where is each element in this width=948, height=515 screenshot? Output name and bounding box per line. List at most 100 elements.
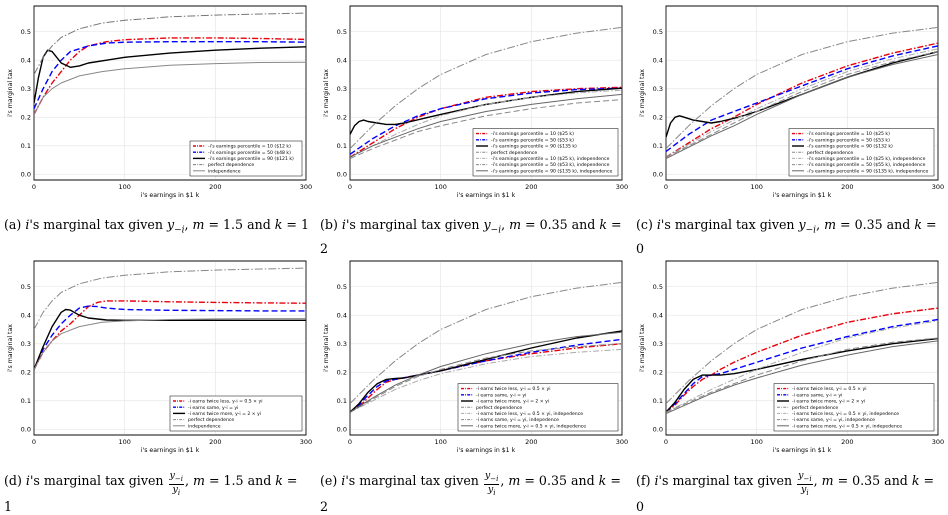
plot-border: [665, 260, 939, 436]
y-tick-label: 0.2: [653, 113, 663, 121]
figure-caption: (d) i's marginal tax given y−i yi, m = 1.…: [4, 470, 298, 514]
chart-svg-d: 0 100 200 300 0.0 0.1 0.2 0.3 0.4 0.5 i's earnings…: [7, 260, 312, 454]
legend-label: -i earns twice less, y-i = 0.5 × yi: [792, 386, 866, 392]
y-tick-label: 0.5: [21, 283, 31, 291]
figure-caption: (c) i's marginal tax given y−i, m = 0.35…: [636, 217, 937, 256]
y-tick-label: 0.4: [21, 311, 31, 319]
legend-label: -i's earnings percentile = 50 ($55 k), i…: [807, 162, 926, 168]
x-tick-label: 100: [118, 183, 130, 191]
figure-caption: (a) i's marginal tax given y−i, m = 1.5 …: [4, 217, 309, 236]
x-tick-label: 200: [841, 183, 853, 191]
series-line-6: [350, 343, 622, 413]
legend: -i's earnings percentile = 10 ($12 k)-i'…: [189, 140, 303, 177]
series-line-1: [34, 37, 306, 115]
legend: -i earns twice less, y-i = 0.5 × yi-i ea…: [773, 383, 935, 432]
plot-border: [33, 5, 307, 181]
legend-label: -i's earnings percentile = 90 ($135 k): [491, 144, 577, 150]
y-tick-label: 0.1: [21, 142, 31, 150]
y-tick-label: 0.5: [337, 28, 347, 36]
y-tick-label: 0.3: [337, 340, 347, 348]
x-tick-label: 300: [932, 183, 944, 191]
x-tick-label: 0: [664, 183, 668, 191]
x-tick-label: 100: [750, 183, 762, 191]
y-tick-label: 0.1: [653, 397, 663, 405]
series-line-3: [350, 330, 622, 413]
series-line-6: [350, 99, 622, 160]
y-tick-label: 0.1: [21, 397, 31, 405]
series-line-4: [350, 281, 622, 404]
series-line-4: [34, 267, 306, 330]
legend-label: -i earns twice more, y-i = 0.5 × yi, ind…: [476, 423, 586, 429]
series-line-1: [666, 307, 938, 413]
chart-svg-c: 0 100 200 300 0.0 0.1 0.2 0.3 0.4 0.5 i's earnings…: [639, 5, 944, 199]
series-line-4: [34, 12, 306, 75]
legend-box: [457, 383, 619, 432]
legend-label: -i's earnings percentile = 90 ($135 k), …: [807, 168, 928, 174]
series-line-3: [34, 308, 306, 370]
x-tick-label: 0: [32, 438, 36, 446]
chart-svg-e: 0 100 200 300 0.0 0.1 0.2 0.3 0.4 0.5 i's earnings…: [323, 260, 628, 454]
legend-label: -i's earnings percentile = 10 ($25 k): [807, 131, 890, 137]
series-line-5: [34, 318, 306, 370]
legend-label: -i earns twice more, y-i = 2 × yi: [476, 399, 549, 405]
x-axis-label: i's earnings in $1 k: [457, 192, 516, 199]
series-line-2: [666, 45, 938, 153]
series-line-1: [350, 86, 622, 158]
y-tick-label: 0.0: [337, 170, 347, 178]
y-tick-label: 0.5: [21, 28, 31, 36]
x-tick-label: 0: [348, 183, 352, 191]
chart-svg-a: 0 100 200 300 0.0 0.1 0.2 0.3 0.4 0.5 i's earnings…: [7, 5, 312, 199]
series-line-2: [34, 305, 306, 370]
plot-border: [349, 260, 623, 436]
legend-label: -i earns twice more, y-i = 2 × yi: [792, 399, 865, 405]
series-line-2: [666, 318, 938, 413]
legend-label: -i's earnings percentile = 10 ($25 k): [491, 131, 574, 137]
series-line-5: [666, 48, 938, 158]
legend-label: -i earns same, y-i = yi: [792, 392, 842, 398]
chart-panel-a: 0 100 200 300 0.0 0.1 0.2 0.3 0.4 0.5 i's earnings…: [0, 0, 316, 255]
legend: -i earns twice less, y-i = 0.5 × yi -i ea…: [457, 383, 619, 432]
series-line-6: [666, 51, 938, 158]
x-axis-label: i's earnings in $1 k: [773, 192, 832, 199]
chart-panel-d: 0 100 200 300 0.0 0.1 0.2 0.3 0.4 0.5 i's earnings…: [0, 255, 316, 514]
y-tick-label: 0.0: [653, 170, 663, 178]
y-tick-label: 0.0: [653, 425, 663, 433]
legend-label: -i earns same, y-i = yi, indepedence: [476, 417, 559, 423]
legend-label: perfect dependence: [491, 150, 537, 156]
plot-border: [33, 260, 307, 436]
y-tick-label: 0.0: [21, 170, 31, 178]
legend-label: -i's earnings percentile = 90 ($121 k): [208, 156, 294, 162]
y-tick-label: 0.1: [337, 142, 347, 150]
x-tick-label: 0: [664, 438, 668, 446]
series-line-4: [666, 26, 938, 149]
y-tick-label: 0.0: [337, 425, 347, 433]
y-tick-label: 0.1: [653, 142, 663, 150]
series-line-7: [666, 54, 938, 160]
legend-label: -i earns same, y-i = yi, indepedence: [792, 417, 875, 423]
legend-label: -i earns twice less, y-i = 0.5 × yi, ind…: [476, 411, 583, 417]
legend-label: perfect dependence: [208, 162, 254, 168]
x-tick-label: 100: [118, 438, 130, 446]
series-line-5: [350, 89, 622, 158]
x-tick-label: 200: [841, 438, 853, 446]
x-axis-label: i's earnings in $1 k: [141, 192, 200, 199]
legend-box: [472, 128, 619, 177]
y-tick-label: 0.5: [653, 283, 663, 291]
series-line-7: [666, 340, 938, 415]
x-axis-label: i's earnings in $1 k: [457, 447, 516, 454]
x-tick-label: 300: [300, 438, 312, 446]
legend-label: -i's earnings percentile = 10 ($25 k), i…: [491, 156, 610, 162]
series-line-2: [34, 41, 306, 109]
legend-box: [773, 383, 935, 432]
series-line-1: [666, 42, 938, 158]
y-tick-label: 0.4: [653, 56, 663, 64]
y-tick-label: 0.2: [337, 368, 347, 376]
chart-panel-e: 0 100 200 300 0.0 0.1 0.2 0.3 0.4 0.5 i's earnings…: [316, 255, 632, 514]
legend-label: -i's earnings percentile = 50 ($53 k), i…: [491, 162, 610, 168]
y-tick-label: 0.2: [337, 113, 347, 121]
legend-box: [788, 128, 935, 177]
y-axis-label: i's marginal tax: [323, 69, 330, 117]
legend-label: -i earns twice less, y-i = 0.5 × yi: [476, 386, 550, 392]
plot-border: [665, 5, 939, 181]
x-tick-label: 200: [525, 183, 537, 191]
